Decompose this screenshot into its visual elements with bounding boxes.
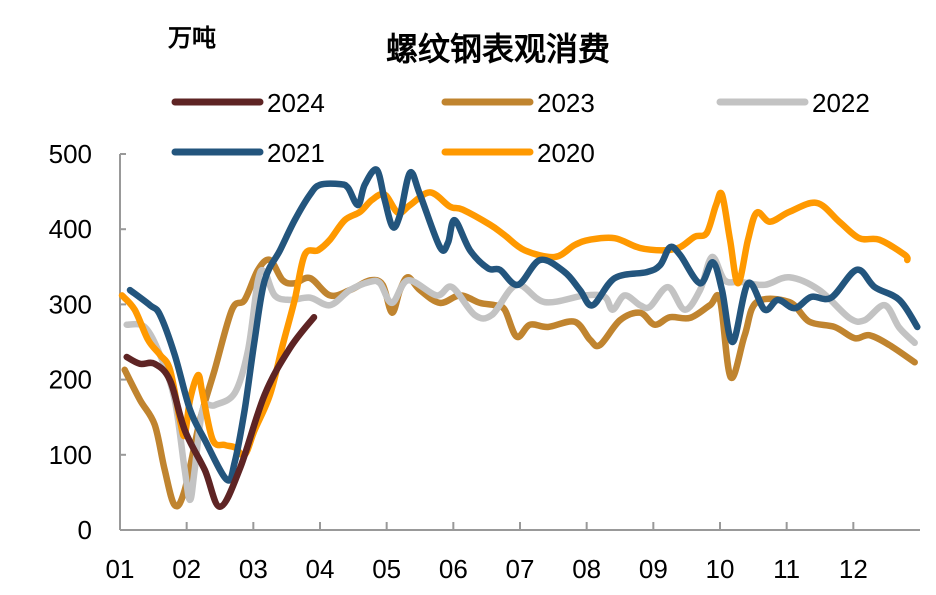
y-tick-label: 300 (49, 289, 92, 319)
x-tick-label: 09 (639, 554, 668, 584)
x-tick-label: 05 (372, 554, 401, 584)
legend-label-2023: 2023 (537, 88, 595, 118)
x-tick-label: 08 (572, 554, 601, 584)
chart-title: 螺纹钢表观消费 (386, 30, 610, 68)
x-tick-label: 06 (439, 554, 468, 584)
y-tick-label: 500 (49, 139, 92, 169)
x-tick-label: 12 (839, 554, 868, 584)
series-line-2024 (123, 313, 318, 510)
series-line-2023 (121, 256, 918, 510)
y-tick-label: 200 (49, 365, 92, 395)
y-tick-label: 100 (49, 440, 92, 470)
y-tick-label: 0 (78, 515, 92, 545)
legend-label-2022: 2022 (812, 88, 870, 118)
series-line-2020 (118, 189, 911, 459)
legend-label-2024: 2024 (267, 88, 325, 118)
y-unit-label: 万吨 (168, 24, 216, 52)
x-tick-label: 10 (706, 554, 735, 584)
x-tick-label: 03 (239, 554, 268, 584)
series-lines (118, 166, 921, 510)
x-tick-label: 04 (306, 554, 335, 584)
legend-label-2020: 2020 (537, 138, 595, 168)
axes: 0 100 200 300 400 500 01 02 03 04 05 06 07 08 09 10 11 12 (49, 139, 920, 584)
x-tick-label: 07 (506, 554, 535, 584)
legend-label-2021: 2021 (267, 138, 325, 168)
y-tick-label: 400 (49, 214, 92, 244)
series-line-2021 (126, 166, 921, 484)
x-tick-label: 11 (773, 554, 800, 584)
x-tick-label: 02 (172, 554, 201, 584)
x-tick-label: 01 (106, 554, 135, 584)
legend: 2024 2023 2022 2021 2020 (171, 88, 870, 168)
